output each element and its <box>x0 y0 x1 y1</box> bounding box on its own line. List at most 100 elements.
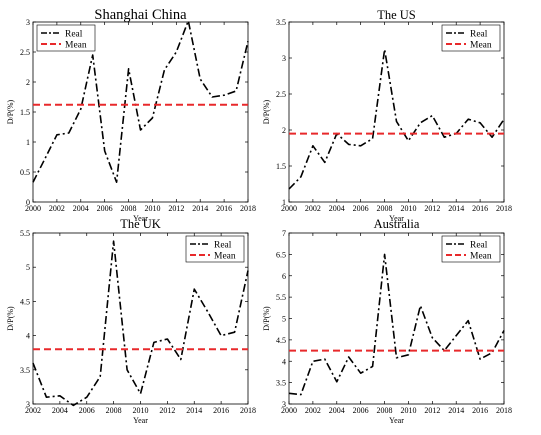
x-tick-label: 2008 <box>377 204 393 213</box>
x-tick-label: 2010 <box>400 204 416 213</box>
y-tick-label: 3.5 <box>276 18 286 27</box>
y-tick-label: 1 <box>26 138 30 147</box>
chart-title: The US <box>377 8 416 22</box>
y-tick-label: 1.5 <box>276 162 286 171</box>
y-tick-label: 6.5 <box>276 250 286 259</box>
legend-label: Real <box>470 30 488 40</box>
x-tick-label: 2018 <box>240 406 256 415</box>
y-tick-label: 3.5 <box>276 379 286 388</box>
legend-label: Real <box>470 241 488 251</box>
x-axis-label: Year <box>133 416 148 425</box>
y-tick-label: 5 <box>26 263 30 272</box>
x-tick-label: 2012 <box>168 204 184 213</box>
y-tick-label: 0 <box>26 198 30 207</box>
y-tick-label: 0.5 <box>20 168 30 177</box>
y-tick-label: 2.5 <box>20 48 30 57</box>
y-tick-label: 4.5 <box>276 336 286 345</box>
legend-label: Real <box>214 241 232 251</box>
y-tick-label: 5.5 <box>276 293 286 302</box>
x-tick-label: 2000 <box>281 204 297 213</box>
y-tick-label: 5.5 <box>20 229 30 238</box>
y-axis-label: D/P(%) <box>262 99 271 124</box>
y-tick-label: 2.5 <box>276 90 286 99</box>
chart-title: Australia <box>374 217 420 231</box>
x-tick-label: 2016 <box>216 204 232 213</box>
y-tick-label: 4 <box>282 357 286 366</box>
legend-label: Mean <box>470 41 492 51</box>
x-tick-label: 2008 <box>106 406 122 415</box>
x-tick-label: 2012 <box>424 204 440 213</box>
legend-box <box>441 235 501 263</box>
chart-title: Shanghai China <box>94 7 187 23</box>
x-tick-label: 2006 <box>353 406 369 415</box>
x-tick-label: 2016 <box>213 406 229 415</box>
x-tick-label: 2006 <box>97 204 113 213</box>
y-tick-label: 5 <box>282 315 286 324</box>
real-series-line <box>32 19 249 183</box>
y-tick-label: 6 <box>282 272 286 281</box>
x-tick-label: 2010 <box>400 406 416 415</box>
x-tick-label: 2002 <box>49 204 65 213</box>
x-tick-label: 2014 <box>192 204 208 213</box>
y-axis-label: D/P(%) <box>6 99 15 124</box>
x-tick-label: 2014 <box>448 406 464 415</box>
x-tick-label: 2018 <box>496 406 512 415</box>
legend-label: Real <box>65 30 83 40</box>
y-tick-label: 4 <box>26 332 30 341</box>
x-tick-label: 2004 <box>73 204 89 213</box>
legend-label: Mean <box>470 252 492 262</box>
x-tick-label: 2008 <box>121 204 137 213</box>
x-tick-label: 2002 <box>25 406 41 415</box>
legend-box <box>441 24 501 52</box>
x-tick-label: 2016 <box>472 406 488 415</box>
x-tick-label: 2014 <box>186 406 202 415</box>
y-tick-label: 2 <box>26 78 30 87</box>
y-tick-label: 1.5 <box>20 108 30 117</box>
y-tick-label: 3.5 <box>20 366 30 375</box>
x-tick-label: 2018 <box>240 204 256 213</box>
y-tick-label: 7 <box>282 229 286 238</box>
y-tick-label: 3 <box>282 54 286 63</box>
x-tick-label: 2004 <box>329 406 345 415</box>
chart-title: The UK <box>120 217 161 231</box>
x-tick-label: 2000 <box>281 406 297 415</box>
plot-frame <box>288 21 505 203</box>
x-tick-label: 2010 <box>133 406 149 415</box>
legend-label: Mean <box>65 41 87 51</box>
x-tick-label: 2012 <box>159 406 175 415</box>
x-axis-label: Year <box>133 214 148 223</box>
legend-box <box>36 24 96 52</box>
x-tick-label: 2006 <box>79 406 95 415</box>
y-tick-label: 1 <box>282 198 286 207</box>
x-tick-label: 2002 <box>305 406 321 415</box>
legend-box <box>185 235 245 263</box>
chart-panel: The US 2000 2002 2004 2006 2008 2010 2012 2014 20… <box>262 8 512 223</box>
real-series-line <box>32 240 249 407</box>
x-tick-label: 2014 <box>448 204 464 213</box>
x-tick-label: 2004 <box>52 406 68 415</box>
x-tick-label: 2012 <box>424 406 440 415</box>
y-tick-label: 4.5 <box>20 297 30 306</box>
x-tick-label: 2016 <box>472 204 488 213</box>
y-tick-label: 3 <box>26 18 30 27</box>
x-tick-label: 2010 <box>144 204 160 213</box>
y-tick-label: 3 <box>282 400 286 409</box>
x-tick-label: 2006 <box>353 204 369 213</box>
chart-panel: The UK 2002 2004 2006 2008 2010 2012 2014 2016 20… <box>6 217 256 425</box>
y-tick-label: 3 <box>26 400 30 409</box>
x-tick-label: 2004 <box>329 204 345 213</box>
x-tick-label: 2000 <box>25 204 41 213</box>
chart-panel: Australia 2000 2002 2004 2006 2008 2010 2012 201… <box>262 217 512 425</box>
x-axis-label: Year <box>389 416 404 425</box>
x-axis-label: Year <box>389 214 404 223</box>
x-tick-label: 2002 <box>305 204 321 213</box>
legend-label: Mean <box>214 252 236 262</box>
y-axis-label: D/P(%) <box>262 306 271 331</box>
y-axis-label: D/P(%) <box>6 306 15 331</box>
